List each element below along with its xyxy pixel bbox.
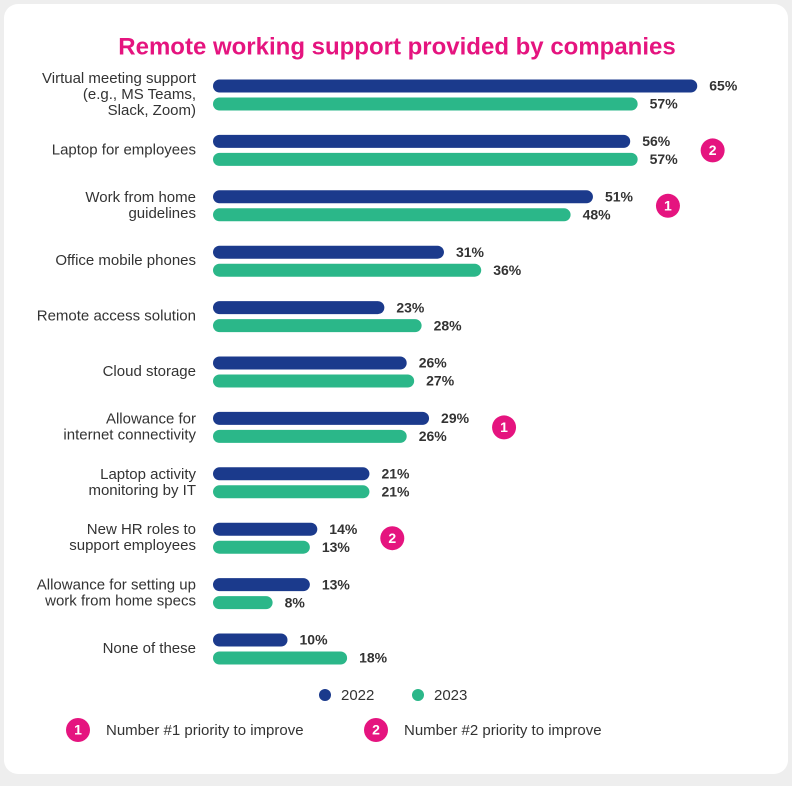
category-label: Laptop for employees — [52, 141, 196, 158]
bar — [213, 356, 407, 370]
category-label: Virtual meeting support (e.g., MS Teams, S… — [42, 70, 197, 119]
value-label: 13% — [322, 539, 351, 555]
category-label: Cloud storage — [103, 363, 196, 380]
value-label: 29% — [441, 410, 470, 426]
legend-marker — [412, 689, 424, 701]
bar — [213, 301, 385, 315]
value-label: 13% — [322, 576, 351, 592]
priority-badge — [364, 718, 388, 742]
value-label: 31% — [456, 244, 485, 260]
bar — [213, 190, 593, 204]
bar — [213, 245, 444, 259]
bar — [213, 411, 430, 425]
priority-badge — [655, 193, 680, 218]
category-label: None of these — [103, 640, 196, 657]
bar — [213, 485, 370, 499]
value-label: 57% — [650, 151, 679, 167]
value-label: 27% — [426, 373, 455, 389]
value-label: 51% — [605, 189, 634, 205]
category-label: New HR roles to support employees — [69, 521, 196, 554]
legend-label: 2023 — [434, 687, 467, 704]
bar — [213, 134, 631, 148]
value-label: 26% — [419, 355, 448, 371]
value-label: 36% — [493, 262, 522, 278]
value-label: 48% — [583, 207, 612, 223]
category-label: Allowance for internet connectivity — [63, 410, 196, 443]
bar — [213, 319, 422, 333]
bar — [213, 374, 415, 388]
priority-badge-label: 2 — [372, 722, 380, 738]
priority-badge-label: 1 — [664, 198, 672, 214]
category-label: Allowance for setting up work from home s… — [37, 577, 196, 610]
card — [4, 4, 788, 774]
bar — [213, 540, 310, 554]
priority-badge-label: 1 — [500, 419, 508, 435]
bar — [213, 208, 571, 222]
value-label: 10% — [300, 632, 329, 648]
bar — [213, 79, 698, 93]
priority-legend-label: Number #1 priority to improve — [106, 722, 304, 739]
value-label: 28% — [434, 317, 463, 333]
bar — [213, 651, 348, 665]
value-label: 8% — [285, 594, 306, 610]
value-label: 18% — [359, 650, 388, 666]
priority-badge-label: 1 — [74, 722, 82, 738]
priority-badge-label: 2 — [709, 142, 717, 158]
bar — [213, 263, 482, 277]
bar — [213, 97, 638, 111]
value-label: 26% — [419, 428, 448, 444]
value-label: 23% — [396, 299, 425, 315]
category-label: Work from home guidelines — [85, 189, 196, 222]
chart-title: Remote working support provided by compa… — [118, 33, 675, 60]
priority-badge — [380, 526, 405, 551]
value-label: 14% — [329, 521, 358, 537]
value-label: 57% — [650, 96, 679, 112]
bar — [213, 429, 407, 443]
bar — [213, 578, 310, 592]
value-label: 21% — [381, 484, 410, 500]
value-label: 65% — [709, 78, 738, 94]
priority-badge — [66, 718, 90, 742]
bar — [213, 152, 638, 166]
bar — [213, 596, 273, 610]
priority-badge — [492, 415, 517, 440]
legend-marker — [319, 689, 331, 701]
value-label: 21% — [381, 466, 410, 482]
bar — [213, 522, 318, 536]
category-label: Remote access solution — [37, 308, 196, 325]
category-label: Office mobile phones — [55, 252, 196, 269]
category-label: Laptop activity monitoring by IT — [88, 466, 196, 499]
priority-badge-label: 2 — [388, 530, 396, 546]
bar — [213, 467, 370, 481]
legend-label: 2022 — [341, 687, 374, 704]
priority-legend-label: Number #2 priority to improve — [404, 722, 602, 739]
bar — [213, 633, 288, 647]
priority-badge — [700, 138, 725, 163]
value-label: 56% — [642, 133, 671, 149]
